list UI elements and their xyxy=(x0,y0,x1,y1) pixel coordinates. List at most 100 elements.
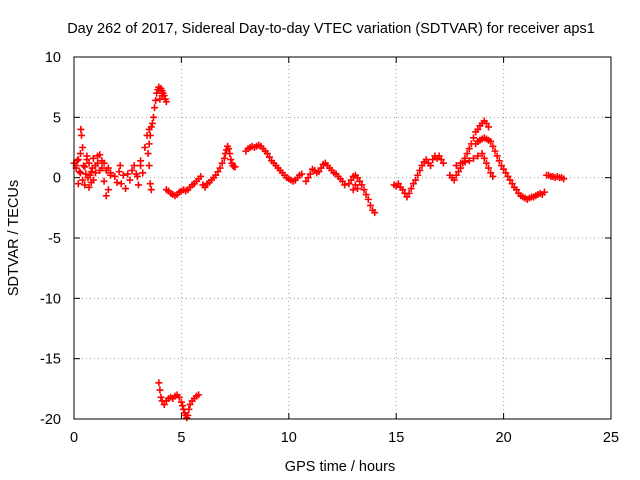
data-point xyxy=(81,163,89,171)
data-point xyxy=(470,154,478,162)
data-point xyxy=(497,162,505,170)
data-point xyxy=(157,393,165,401)
data-point xyxy=(195,391,203,399)
series-segment-18h xyxy=(446,117,497,184)
data-point xyxy=(482,159,490,167)
x-tick-label: 5 xyxy=(177,430,185,446)
data-point xyxy=(76,150,84,158)
data-point xyxy=(185,405,193,413)
data-point xyxy=(470,134,478,142)
data-point xyxy=(463,150,471,158)
data-point xyxy=(102,166,110,174)
data-point xyxy=(226,150,234,158)
series-early-cluster-b xyxy=(72,151,115,194)
data-point xyxy=(130,162,138,170)
data-point xyxy=(347,176,355,184)
data-point xyxy=(485,164,493,172)
data-point xyxy=(216,164,224,172)
data-point xyxy=(137,157,145,165)
data-point xyxy=(146,180,154,188)
data-point xyxy=(73,157,81,165)
data-point xyxy=(506,176,514,184)
data-point xyxy=(450,176,458,184)
data-point xyxy=(480,154,488,162)
data-point xyxy=(214,168,222,176)
series-segment-13h xyxy=(345,171,379,217)
y-tick-label: 0 xyxy=(53,171,61,187)
data-point xyxy=(354,185,362,193)
data-point xyxy=(429,156,437,164)
data-point xyxy=(394,180,402,188)
data-point xyxy=(178,402,186,410)
data-point xyxy=(500,165,508,173)
data-point xyxy=(158,92,166,100)
data-point xyxy=(119,171,127,179)
data-point xyxy=(77,125,85,133)
data-point xyxy=(201,183,209,191)
x-tick-label: 15 xyxy=(388,430,404,446)
data-point xyxy=(465,145,473,153)
data-point xyxy=(358,181,366,189)
data-point xyxy=(302,177,310,185)
data-point xyxy=(82,170,90,178)
data-point xyxy=(339,177,346,185)
data-point xyxy=(298,170,306,178)
data-point xyxy=(491,147,499,155)
data-point xyxy=(175,393,183,401)
data-point xyxy=(76,169,84,177)
data-point xyxy=(452,171,460,179)
y-tick-label: -15 xyxy=(40,352,61,368)
data-point xyxy=(362,191,370,199)
data-point xyxy=(79,176,87,184)
data-point xyxy=(315,168,323,176)
axis-ticks: 0 5 10 15 20 25 -20 -15 -10 -5 0 5 10 xyxy=(40,50,619,446)
series-peak xyxy=(145,83,170,148)
data-point xyxy=(177,398,185,406)
data-point xyxy=(81,181,89,189)
data-point xyxy=(409,180,417,188)
data-point xyxy=(141,144,149,151)
data-point xyxy=(75,168,83,176)
data-point xyxy=(452,162,460,170)
data-point xyxy=(102,192,110,200)
data-point xyxy=(83,156,91,164)
y-tick-label: -10 xyxy=(40,291,61,307)
data-point xyxy=(78,131,86,139)
data-point xyxy=(508,180,516,188)
data-point xyxy=(107,169,115,177)
data-point xyxy=(145,162,153,170)
series-outlier-negative xyxy=(155,379,203,422)
series-segment-22h xyxy=(543,171,568,183)
y-axis-label: SDTVAR / TECUs xyxy=(6,180,22,296)
data-point xyxy=(418,162,426,170)
data-point xyxy=(231,163,239,171)
data-point xyxy=(96,151,104,159)
data-point xyxy=(304,174,312,182)
data-point xyxy=(465,157,473,165)
data-point xyxy=(151,104,159,112)
data-point xyxy=(87,168,95,176)
data-point xyxy=(360,186,368,194)
series-segment-20h xyxy=(472,134,548,203)
data-point xyxy=(487,169,495,177)
data-point xyxy=(454,168,462,176)
data-point xyxy=(412,176,420,184)
x-axis-label: GPS time / hours xyxy=(285,459,395,475)
data-point xyxy=(461,158,469,166)
data-point xyxy=(403,193,411,201)
data-point xyxy=(115,168,123,176)
data-point xyxy=(126,176,134,184)
y-tick-label: -20 xyxy=(40,412,61,428)
x-tick-label: 25 xyxy=(603,430,619,446)
data-point xyxy=(153,89,161,97)
grid-lines xyxy=(74,57,611,419)
data-point xyxy=(156,386,164,394)
data-point xyxy=(155,379,163,387)
data-point xyxy=(457,159,465,167)
data-point xyxy=(478,150,486,158)
data-point xyxy=(212,171,220,179)
data-point xyxy=(540,188,548,196)
data-point xyxy=(225,145,233,153)
data-point xyxy=(489,172,497,180)
